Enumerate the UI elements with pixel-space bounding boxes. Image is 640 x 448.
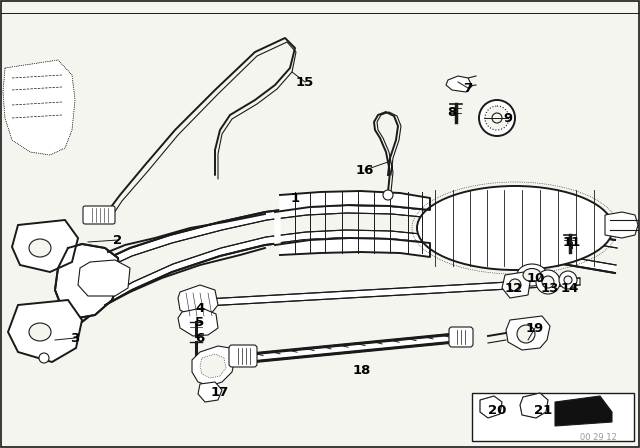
- Text: 1: 1: [291, 191, 300, 204]
- Circle shape: [509, 279, 521, 291]
- Text: 6: 6: [195, 332, 205, 345]
- Circle shape: [492, 113, 502, 123]
- Text: 3: 3: [70, 332, 79, 345]
- Polygon shape: [520, 393, 548, 418]
- Polygon shape: [502, 272, 530, 298]
- Polygon shape: [555, 396, 612, 426]
- Circle shape: [479, 100, 515, 136]
- Circle shape: [564, 276, 572, 284]
- Polygon shape: [200, 354, 226, 378]
- Polygon shape: [83, 205, 617, 283]
- Polygon shape: [8, 300, 82, 362]
- Text: 10: 10: [527, 271, 545, 284]
- Text: 2: 2: [113, 233, 123, 246]
- Circle shape: [383, 190, 393, 200]
- Polygon shape: [250, 334, 455, 362]
- Polygon shape: [3, 60, 75, 155]
- Polygon shape: [78, 230, 616, 325]
- Ellipse shape: [517, 264, 547, 286]
- Ellipse shape: [29, 239, 51, 257]
- Circle shape: [39, 353, 49, 363]
- FancyBboxPatch shape: [83, 206, 115, 224]
- Circle shape: [559, 271, 577, 289]
- Text: 14: 14: [561, 281, 579, 294]
- Text: 9: 9: [504, 112, 513, 125]
- Text: 13: 13: [541, 281, 559, 294]
- Text: 20: 20: [488, 404, 506, 417]
- Polygon shape: [275, 191, 430, 257]
- Polygon shape: [55, 244, 120, 318]
- Text: 21: 21: [534, 404, 552, 417]
- Text: 5: 5: [195, 316, 205, 329]
- Bar: [472, 393, 634, 441]
- Text: 15: 15: [296, 76, 314, 89]
- Text: 16: 16: [356, 164, 374, 177]
- Polygon shape: [506, 316, 550, 350]
- Ellipse shape: [29, 323, 51, 341]
- Polygon shape: [188, 278, 580, 307]
- Circle shape: [536, 270, 560, 294]
- Polygon shape: [12, 220, 78, 272]
- Polygon shape: [446, 76, 472, 92]
- Text: 18: 18: [353, 363, 371, 376]
- Polygon shape: [80, 213, 617, 317]
- Polygon shape: [178, 308, 218, 336]
- Text: 17: 17: [211, 387, 229, 400]
- Text: 19: 19: [526, 322, 544, 335]
- Ellipse shape: [417, 186, 613, 270]
- Polygon shape: [605, 212, 638, 238]
- Circle shape: [542, 276, 554, 288]
- Text: 12: 12: [505, 281, 523, 294]
- Polygon shape: [192, 346, 235, 386]
- Text: 11: 11: [563, 236, 581, 249]
- FancyBboxPatch shape: [229, 345, 257, 367]
- Text: 8: 8: [447, 107, 456, 120]
- Polygon shape: [78, 260, 130, 296]
- Polygon shape: [178, 285, 218, 318]
- Text: 00 29 12: 00 29 12: [580, 434, 616, 443]
- FancyBboxPatch shape: [449, 327, 473, 347]
- Polygon shape: [480, 396, 502, 418]
- Ellipse shape: [523, 268, 541, 281]
- Circle shape: [485, 106, 509, 130]
- Text: 7: 7: [463, 82, 472, 95]
- Circle shape: [517, 325, 535, 343]
- Polygon shape: [198, 382, 222, 402]
- Text: 4: 4: [195, 302, 205, 314]
